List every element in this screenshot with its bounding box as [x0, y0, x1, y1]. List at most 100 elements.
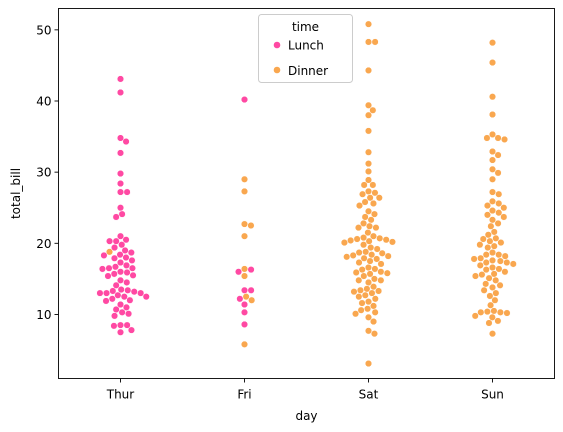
- data-point-dinner-sat: [377, 276, 385, 284]
- data-point-dinner-sat: [362, 248, 370, 256]
- data-point-dinner-sat: [366, 270, 374, 278]
- data-point-dinner-sat: [358, 266, 366, 274]
- data-point-lunch-thur: [96, 289, 104, 297]
- data-point-dinner-sun: [488, 110, 497, 119]
- data-point-dinner-sun: [488, 330, 497, 338]
- data-point-dinner-sun: [488, 263, 497, 272]
- data-point-dinner-sat: [355, 258, 363, 267]
- data-point-lunch-thur: [121, 246, 129, 254]
- data-point-dinner-sun: [480, 286, 488, 294]
- data-point-dinner-sat: [354, 224, 363, 232]
- data-point-lunch-thur: [125, 310, 133, 318]
- data-point-dinner-sun: [471, 312, 479, 320]
- data-point-dinner-sat: [369, 318, 378, 326]
- data-point-lunch-thur: [122, 303, 131, 311]
- x-tick-label: Fri: [237, 388, 251, 402]
- data-point-dinner-sat: [347, 236, 355, 245]
- legend-marker-dinner: [273, 66, 281, 74]
- y-tick-label: 40: [36, 95, 51, 109]
- data-point-dinner-sat: [369, 106, 377, 114]
- plot-frame: [58, 8, 555, 379]
- data-point-dinner-sun: [486, 237, 494, 245]
- data-point-dinner-sat: [364, 101, 373, 109]
- data-point-dinner-sun: [484, 244, 492, 252]
- data-point-dinner-sun: [488, 249, 497, 257]
- data-point-dinner-sun: [509, 260, 517, 268]
- y-tick-label: 50: [36, 23, 51, 37]
- data-point-dinner-sat: [364, 148, 373, 156]
- data-point-lunch-thur: [116, 204, 125, 212]
- x-tick-label: Sun: [481, 388, 504, 402]
- data-point-dinner-sun: [488, 197, 497, 205]
- data-point-dinner-sat: [373, 245, 381, 253]
- data-point-dinner-sat: [364, 111, 373, 119]
- data-point-dinner-sat: [370, 210, 379, 218]
- data-point-dinner-sat: [364, 187, 373, 195]
- data-point-dinner-sat: [353, 235, 361, 243]
- data-point-dinner-sat: [352, 268, 360, 277]
- data-point-dinner-sat: [364, 127, 373, 135]
- data-point-dinner-sun: [495, 199, 503, 208]
- data-point-dinner-sun: [471, 272, 480, 280]
- legend-label-dinner: Dinner: [288, 64, 328, 78]
- data-point-dinner-sun: [488, 188, 497, 196]
- data-point-lunch-fri: [240, 300, 249, 309]
- data-point-dinner-sun: [483, 202, 492, 210]
- data-point-lunch-thur: [124, 286, 132, 294]
- data-point-dinner-sat: [370, 330, 379, 338]
- data-point-dinner-sun: [482, 280, 490, 288]
- data-point-dinner-sun: [483, 308, 491, 316]
- data-point-dinner-sun: [488, 156, 497, 164]
- data-point-dinner-sun: [494, 134, 502, 142]
- data-point-lunch-thur: [123, 321, 131, 329]
- data-point-dinner-fri: [242, 293, 250, 301]
- data-point-dinner-sat: [364, 305, 372, 313]
- data-point-dinner-sat: [366, 194, 374, 202]
- data-point-lunch-thur: [137, 289, 145, 297]
- data-point-dinner-sun: [496, 281, 504, 289]
- data-point-lunch-thur: [112, 213, 120, 221]
- data-point-dinner-sat: [358, 299, 366, 307]
- data-point-dinner-sun: [485, 274, 493, 282]
- y-tick-label: 10: [36, 308, 51, 322]
- data-point-dinner-sat: [371, 38, 379, 46]
- data-point-dinner-sat: [361, 291, 369, 299]
- points-layer: [96, 20, 517, 368]
- data-point-dinner-sun: [477, 308, 485, 316]
- data-point-dinner-fri: [240, 265, 249, 273]
- data-point-dinner-sun: [488, 207, 497, 215]
- data-point-dinner-sat: [355, 293, 363, 301]
- data-point-dinner-sun: [477, 254, 485, 262]
- data-point-dinner-sat: [369, 302, 378, 310]
- data-point-dinner-sun: [483, 134, 491, 142]
- data-point-dinner-sun: [490, 307, 498, 315]
- data-point-dinner-sun: [494, 219, 502, 227]
- x-axis: Thur Fri Sat Sun: [106, 378, 504, 402]
- data-point-dinner-sat: [361, 198, 369, 206]
- data-point-dinner-sun: [501, 268, 509, 276]
- data-point-dinner-fri: [248, 296, 256, 304]
- x-tick-label: Thur: [106, 388, 135, 402]
- data-point-lunch-thur: [116, 170, 125, 178]
- data-point-dinner-sun: [488, 130, 497, 138]
- data-point-lunch-thur: [108, 295, 116, 303]
- data-point-lunch-thur: [116, 149, 125, 157]
- data-point-dinner-sat: [383, 269, 391, 277]
- data-point-dinner-sun: [482, 258, 490, 267]
- data-point-dinner-sat: [360, 181, 368, 189]
- data-point-lunch-thur: [128, 256, 136, 264]
- data-point-dinner-sat: [349, 251, 357, 259]
- data-point-dinner-sat: [368, 289, 376, 297]
- data-point-dinner-thur: [105, 248, 114, 256]
- y-axis-label: total_bill: [9, 168, 23, 219]
- data-point-dinner-sun: [485, 319, 493, 327]
- data-point-dinner-sat: [373, 255, 381, 263]
- data-point-lunch-fri: [240, 96, 249, 104]
- data-point-dinner-sat: [369, 199, 378, 208]
- data-point-lunch-thur: [116, 75, 125, 83]
- data-point-dinner-sat: [366, 257, 374, 265]
- data-point-lunch-thur: [116, 179, 125, 188]
- data-point-lunch-thur: [98, 265, 106, 273]
- data-point-dinner-sun: [482, 251, 490, 259]
- data-point-dinner-fri: [240, 220, 249, 228]
